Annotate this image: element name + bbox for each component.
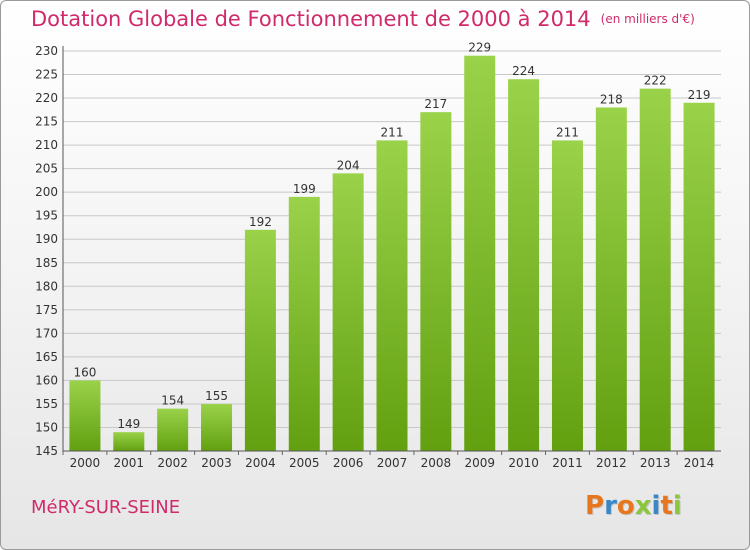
bar-value-label: 219 xyxy=(688,88,711,102)
y-tick-label: 205 xyxy=(35,162,58,176)
logo-letter: i xyxy=(672,491,682,521)
logo-letter: r xyxy=(604,491,617,521)
y-tick-label: 215 xyxy=(35,115,58,129)
chart-subtitle: (en milliers d'€) xyxy=(600,12,695,26)
axes xyxy=(62,46,721,452)
y-tick-label: 230 xyxy=(35,44,58,58)
bar xyxy=(157,408,189,451)
x-tick-label: 2011 xyxy=(552,456,583,470)
bar xyxy=(639,88,671,451)
x-tick-label: 2014 xyxy=(684,456,715,470)
x-tick-label: 2013 xyxy=(640,456,671,470)
bar-value-labels: 160 149 154 155 192 199 204 211 217 229 224 211 218 2… xyxy=(73,41,710,431)
logo-letter: t xyxy=(660,491,673,521)
y-tick-label: 145 xyxy=(35,444,58,458)
y-tick-label: 195 xyxy=(35,209,58,223)
y-tick-label: 210 xyxy=(35,138,58,152)
bar-value-label: 154 xyxy=(161,394,184,408)
bar xyxy=(464,55,496,452)
y-tick-label: 225 xyxy=(35,68,58,82)
x-tick-label: 2005 xyxy=(289,456,320,470)
bar xyxy=(595,107,627,452)
bar-value-label: 224 xyxy=(512,64,535,78)
bar xyxy=(201,403,233,451)
bar xyxy=(288,196,320,451)
bar-value-label: 149 xyxy=(117,417,140,431)
commune-name: MéRY-SUR-SEINE xyxy=(31,497,181,518)
y-tick-label: 190 xyxy=(35,232,58,246)
y-tick-label: 165 xyxy=(35,350,58,364)
y-tick-label: 200 xyxy=(35,185,58,199)
y-tick-label: 220 xyxy=(35,91,58,105)
x-tick-label: 2007 xyxy=(377,456,408,470)
bar xyxy=(332,173,364,451)
y-tick-label: 160 xyxy=(35,373,58,387)
y-axis-ticks: 145 150 155 160 165 170 175 180 185 190 195 200 205 2… xyxy=(35,44,58,458)
bar-value-label: 155 xyxy=(205,389,228,403)
y-tick-label: 180 xyxy=(35,279,58,293)
x-tick-label: 2000 xyxy=(70,456,101,470)
x-tick-label: 2003 xyxy=(201,456,232,470)
logo-letter: P xyxy=(585,491,605,521)
chart-title-text: Dotation Globale de Fonctionnement de 20… xyxy=(31,7,591,31)
bar xyxy=(683,102,715,451)
bar-value-label: 218 xyxy=(600,92,623,106)
x-tick-label: 2004 xyxy=(245,456,276,470)
bar xyxy=(69,380,101,451)
chart-title: Dotation Globale de Fonctionnement de 20… xyxy=(31,7,695,31)
bars xyxy=(69,55,715,452)
bar-value-label: 217 xyxy=(424,97,447,111)
bar-value-label: 229 xyxy=(468,41,491,55)
proxiti-logo: Proxiti xyxy=(585,491,682,521)
bar xyxy=(244,229,276,451)
bar-value-label: 211 xyxy=(556,125,579,139)
bar-value-label: 211 xyxy=(381,125,404,139)
y-tick-label: 170 xyxy=(35,326,58,340)
bar-value-label: 192 xyxy=(249,215,272,229)
x-tick-label: 2009 xyxy=(464,456,495,470)
bar xyxy=(508,79,540,451)
bar-value-label: 222 xyxy=(644,74,667,88)
bar-value-label: 204 xyxy=(337,158,360,172)
y-tick-label: 150 xyxy=(35,420,58,434)
logo-letter: o xyxy=(616,491,635,521)
logo-letter: x xyxy=(634,491,652,521)
x-axis-ticks: 2000 2001 2002 2003 2004 2005 2006 2007 2008 2009… xyxy=(62,451,715,470)
x-tick-label: 2006 xyxy=(333,456,364,470)
logo-letter: i xyxy=(651,491,661,521)
x-tick-label: 2012 xyxy=(596,456,627,470)
x-tick-label: 2008 xyxy=(421,456,452,470)
x-tick-label: 2002 xyxy=(157,456,188,470)
bar xyxy=(551,140,583,452)
y-tick-label: 185 xyxy=(35,256,58,270)
bar-value-label: 160 xyxy=(73,365,96,379)
y-tick-label: 155 xyxy=(35,397,58,411)
y-tick-label: 175 xyxy=(35,303,58,317)
x-tick-label: 2010 xyxy=(508,456,539,470)
bar xyxy=(376,140,408,452)
bar xyxy=(113,432,145,451)
bar-value-label: 199 xyxy=(293,182,316,196)
bar xyxy=(420,112,452,452)
x-tick-label: 2001 xyxy=(114,456,145,470)
